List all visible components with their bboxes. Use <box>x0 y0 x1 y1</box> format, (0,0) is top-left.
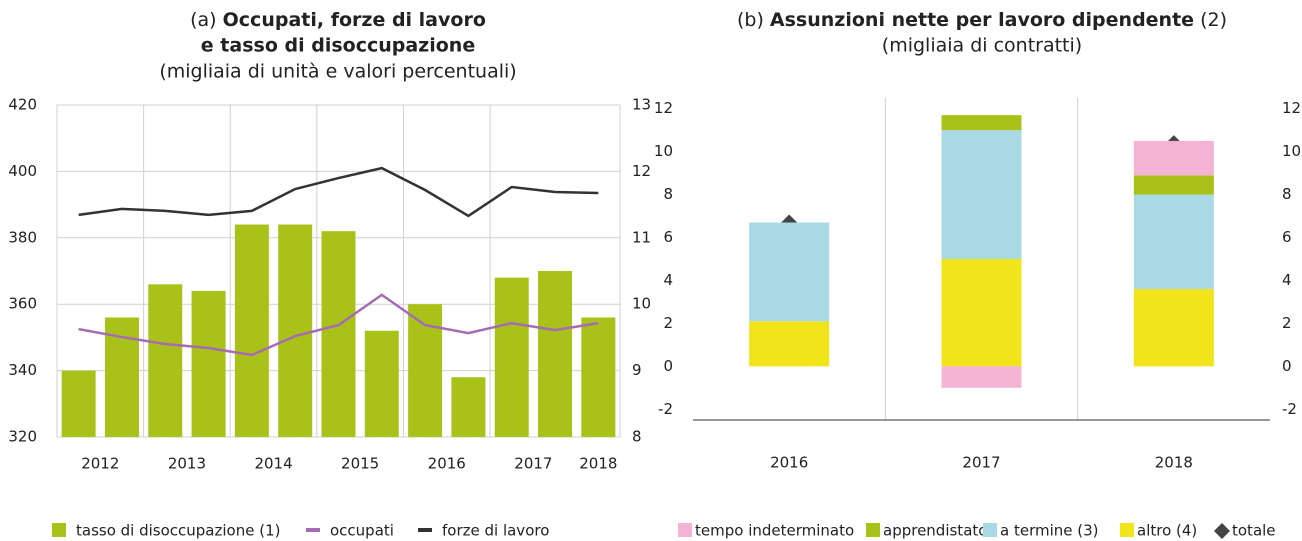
chart-title: (a) Occupati, forze di lavoro <box>190 9 486 31</box>
y2-tick-label: 8 <box>632 428 642 446</box>
bar <box>321 231 356 437</box>
bar <box>61 370 96 437</box>
bar-segment <box>1133 194 1214 290</box>
chart-subtitle: (migliaia di unità e valori percentuali) <box>159 61 516 83</box>
legend-swatch <box>866 523 880 537</box>
bar <box>451 377 486 437</box>
y2-tick-label: 10 <box>632 295 651 313</box>
y2-tick-label: 2 <box>1282 314 1292 332</box>
title-note: (2) <box>1200 9 1227 31</box>
y-tick-label: 8 <box>663 185 673 203</box>
legend-swatch <box>418 528 432 532</box>
title-main: Assunzioni nette per lavoro dipendente <box>770 9 1194 31</box>
x-tick-label: 2016 <box>770 454 808 472</box>
legend-label: tasso di disoccupazione (1) <box>76 522 280 540</box>
line <box>78 166 599 218</box>
y2-tick-label: 6 <box>1282 228 1292 246</box>
y-tick-label: 0 <box>663 357 673 375</box>
x-tick-label: 2017 <box>514 455 552 473</box>
x-tick-label: 2018 <box>579 455 617 473</box>
bar-segment <box>941 115 1022 131</box>
y2-tick-label: 0 <box>1282 357 1292 375</box>
y2-tick-label: 13 <box>632 96 651 114</box>
chart-title: e tasso di disoccupazione <box>201 35 475 57</box>
bar-segment <box>941 366 1022 388</box>
bar <box>148 284 183 437</box>
bar-segment <box>749 222 830 322</box>
bar <box>494 277 529 437</box>
y-tick-label: 340 <box>8 361 37 379</box>
bar-segment <box>941 130 1022 259</box>
y2-tick-label: 8 <box>1282 185 1292 203</box>
bar-segment <box>1133 175 1214 195</box>
y-tick-label: 360 <box>8 295 37 313</box>
legend-label: apprendistato <box>883 522 987 540</box>
legend-label: altro (4) <box>1137 522 1197 540</box>
bar <box>234 224 269 437</box>
legend-label: occupati <box>330 522 394 540</box>
y2-tick-label: 4 <box>1282 271 1292 289</box>
legend-swatch <box>1214 523 1230 539</box>
bar <box>581 317 616 437</box>
legend-swatch <box>983 523 997 537</box>
legend-label: a termine (3) <box>1000 522 1099 540</box>
chart-title: (b) Assunzioni nette per lavoro dipenden… <box>737 9 1227 31</box>
y2-tick-label: 12 <box>632 162 651 180</box>
title-label: (b) <box>737 9 764 31</box>
y-tick-label: 2 <box>663 314 673 332</box>
legend-swatch <box>52 523 66 537</box>
bar <box>364 330 399 437</box>
y2-tick-label: -2 <box>1282 400 1297 418</box>
x-tick-label: 2015 <box>341 455 379 473</box>
legend-label: tempo indeterminato <box>695 522 854 540</box>
y-tick-label: 10 <box>654 142 673 160</box>
y-tick-label: 6 <box>663 228 673 246</box>
line <box>78 293 599 357</box>
bar-segment <box>1133 140 1214 176</box>
title-line: Occupati, forze di lavoro <box>223 9 486 31</box>
x-tick-label: 2014 <box>254 455 292 473</box>
bar-segment <box>749 321 830 367</box>
x-tick-label: 2016 <box>428 455 466 473</box>
x-tick-label: 2018 <box>1155 454 1193 472</box>
bar-segment <box>941 259 1022 367</box>
x-tick-label: 2012 <box>81 455 119 473</box>
y-tick-label: 400 <box>8 162 37 180</box>
bar <box>538 271 573 437</box>
legend-swatch <box>1120 523 1134 537</box>
x-tick-label: 2013 <box>168 455 206 473</box>
legend-label: forze di lavoro <box>442 522 549 540</box>
y-tick-label: 320 <box>8 428 37 446</box>
y2-tick-label: 11 <box>632 228 651 246</box>
legend-swatch <box>306 528 320 532</box>
y-tick-label: 4 <box>663 271 673 289</box>
y-tick-label: -2 <box>658 400 673 418</box>
y-tick-label: 420 <box>8 96 37 114</box>
chart-subtitle: (migliaia di contratti) <box>882 35 1082 57</box>
x-tick-label: 2017 <box>962 454 1000 472</box>
bar-segment <box>1133 289 1214 367</box>
y2-tick-label: 9 <box>632 361 642 379</box>
y2-tick-label: 10 <box>1282 142 1301 160</box>
y-tick-label: 12 <box>654 99 673 117</box>
legend-swatch <box>678 523 692 537</box>
y2-tick-label: 12 <box>1282 99 1301 117</box>
bar <box>278 224 313 437</box>
legend-label: totale <box>1232 522 1276 540</box>
y-tick-label: 380 <box>8 228 37 246</box>
title-label: (a) <box>190 9 216 31</box>
bar <box>191 290 226 437</box>
